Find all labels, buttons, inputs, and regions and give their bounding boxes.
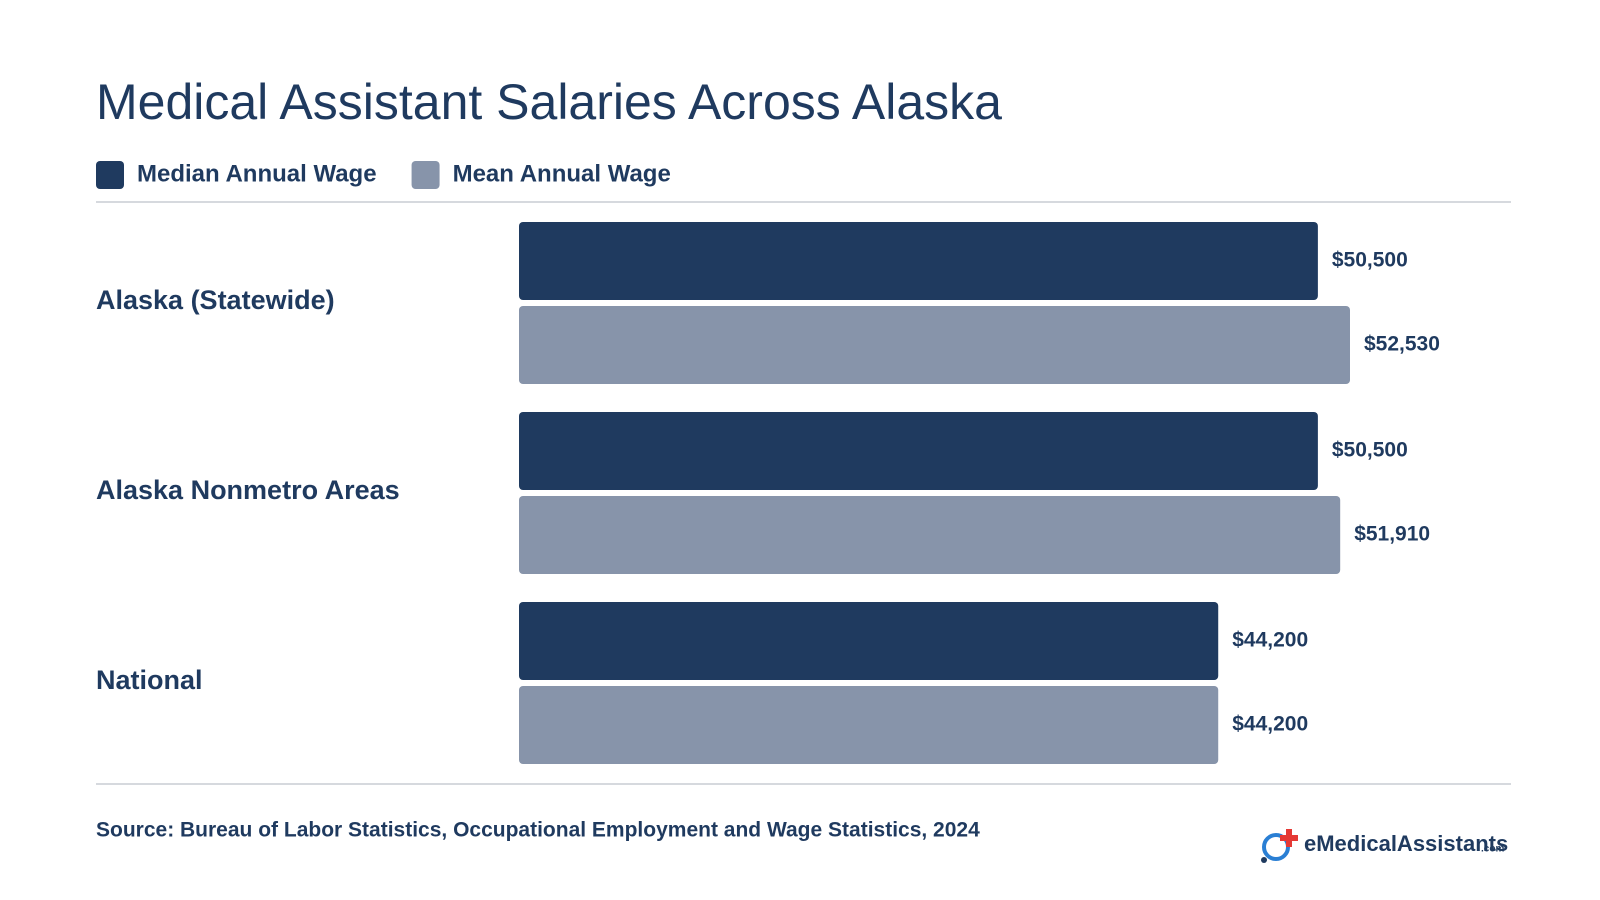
chart-title: Medical Assistant Salaries Across Alaska (96, 74, 1002, 130)
value-label: $44,200 (1232, 713, 1308, 736)
logo-cross (1280, 829, 1298, 847)
value-label: $44,200 (1232, 629, 1308, 652)
category-label: Alaska Nonmetro Areas (96, 475, 400, 505)
bar (519, 496, 1341, 574)
brand-name: eMedicalAssistants (1304, 831, 1508, 856)
category-label: National (96, 665, 203, 695)
brand-suffix: .com (1481, 844, 1504, 855)
legend-label: Mean Annual Wage (453, 160, 671, 187)
legend-swatch (96, 161, 124, 189)
value-label: $52,530 (1364, 333, 1440, 356)
logo-dot (1261, 857, 1267, 863)
bar (519, 686, 1219, 764)
value-label: $51,910 (1354, 523, 1430, 546)
legend-swatch (411, 161, 440, 189)
bar (519, 412, 1318, 490)
bar (519, 602, 1219, 680)
source-note: Source: Bureau of Labor Statistics, Occu… (96, 819, 980, 842)
value-label: $50,500 (1332, 439, 1408, 462)
logo: eMedicalAssistants .com (1261, 829, 1508, 863)
bar (519, 222, 1318, 300)
value-label: $50,500 (1332, 249, 1408, 272)
legend-label: Median Annual Wage (137, 160, 377, 187)
bar (519, 306, 1350, 384)
category-label: Alaska (Statewide) (96, 285, 335, 315)
